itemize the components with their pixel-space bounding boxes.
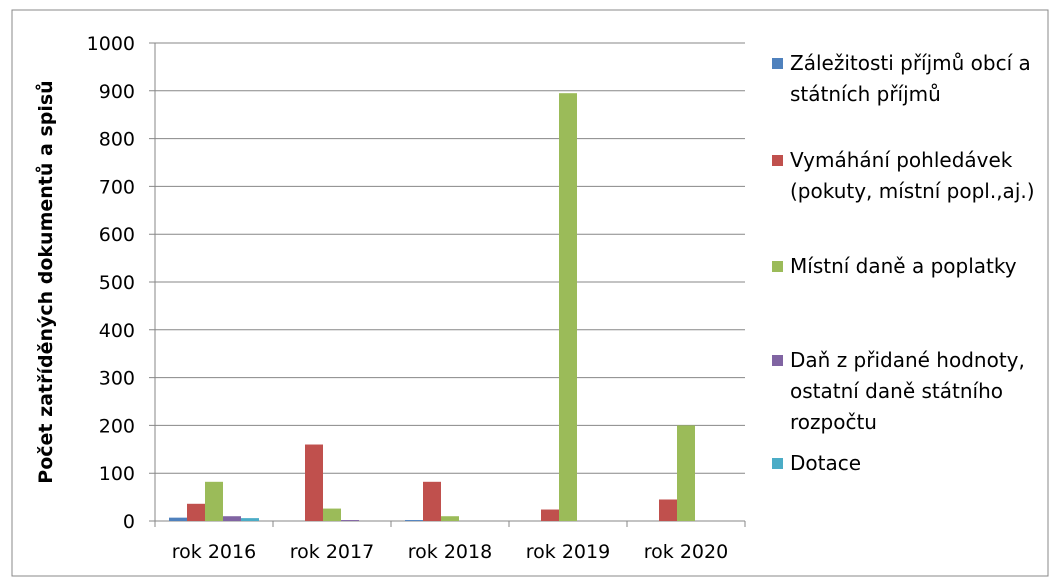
chart-border [11, 9, 1049, 577]
y-tick-label: 600 [99, 224, 135, 246]
legend-label: Záležitosti příjmů obcí a státních příjm… [790, 51, 1031, 106]
y-tick-label: 300 [99, 368, 135, 390]
legend-label: Dotace [790, 451, 862, 475]
bar [405, 520, 423, 521]
y-tick-label: 700 [99, 176, 135, 198]
bar [169, 517, 187, 521]
y-tick-label: 500 [99, 272, 135, 294]
x-tick-label: rok 2019 [526, 541, 610, 563]
y-tick-label: 1000 [87, 33, 135, 55]
y-tick-label: 900 [99, 81, 135, 103]
bar [559, 93, 577, 521]
legend-swatch [772, 355, 783, 366]
x-tick-label: rok 2017 [290, 541, 374, 563]
y-tick-label: 100 [99, 463, 135, 485]
legend-entry: Daň z přidané hodnoty, ostatní daně stát… [772, 345, 1042, 438]
x-tick-label: rok 2016 [172, 541, 256, 563]
x-tick-label: rok 2018 [408, 541, 492, 563]
legend-entry: Místní daně a poplatky [772, 251, 1042, 282]
bar [441, 516, 459, 521]
bar [659, 499, 677, 521]
y-tick-label: 400 [99, 320, 135, 342]
y-tick-label: 200 [99, 415, 135, 437]
bar [205, 481, 223, 521]
legend-label: Místní daně a poplatky [790, 254, 1017, 278]
y-tick-label: 0 [123, 511, 135, 533]
bar [323, 508, 341, 521]
bar [423, 481, 441, 521]
legend-swatch [772, 458, 783, 469]
legend-swatch [772, 155, 783, 166]
legend-label: Vymáhání pohledávek (pokuty, místní popl… [790, 148, 1035, 203]
bar [223, 516, 241, 521]
bar [541, 509, 559, 521]
legend-entry: Dotace [772, 448, 1042, 479]
legend-swatch [772, 58, 783, 69]
legend-entry: Vymáhání pohledávek (pokuty, místní popl… [772, 145, 1042, 207]
bar [305, 444, 323, 521]
bar [187, 503, 205, 521]
bar [677, 425, 695, 521]
x-tick-label: rok 2020 [644, 541, 728, 563]
legend-label: Daň z přidané hodnoty, ostatní daně stát… [790, 348, 1025, 434]
bar [341, 520, 359, 521]
legend-entry: Záležitosti příjmů obcí a státních příjm… [772, 48, 1042, 110]
y-axis-title: Počet zatříděných dokumentů a spisů [34, 80, 57, 483]
y-tick-label: 800 [99, 129, 135, 151]
bar [241, 518, 259, 521]
legend-swatch [772, 261, 783, 272]
